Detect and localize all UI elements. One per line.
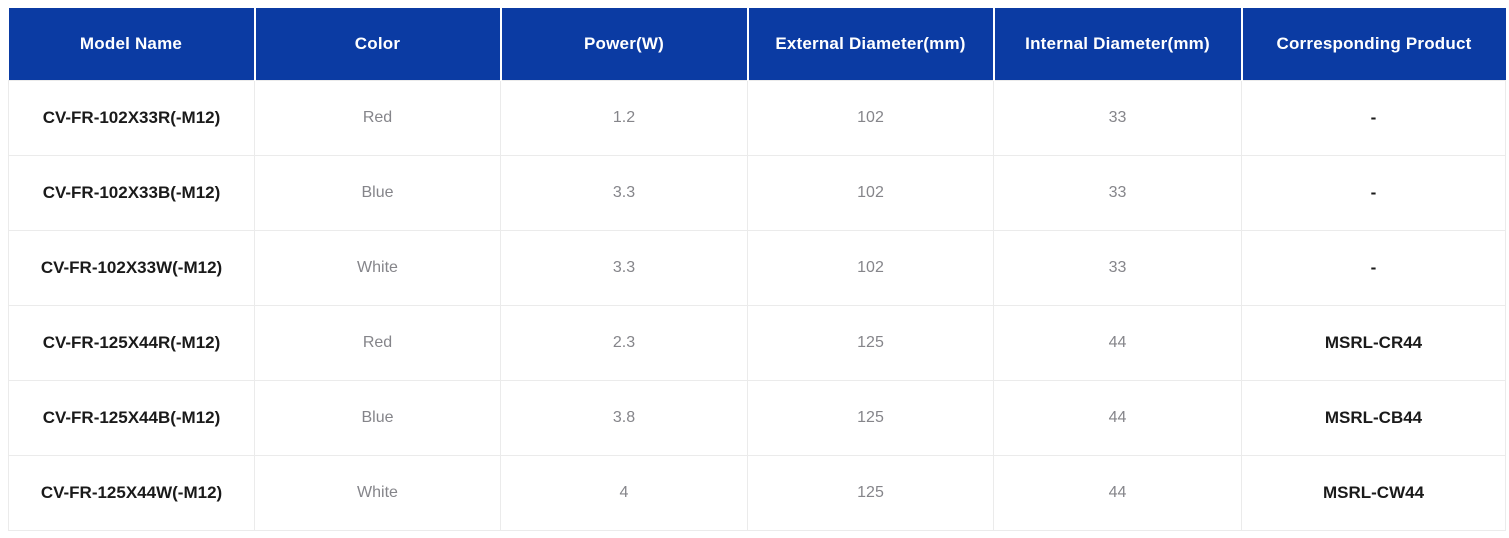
cell-model-name: CV-FR-102X33B(-M12)	[8, 154, 255, 231]
table-row: CV-FR-102X33W(-M12) White 3.3 102 33-	[8, 229, 1506, 306]
cell-power: 4	[500, 454, 748, 531]
cell-external-diameter: 125	[747, 454, 994, 531]
table-row: CV-FR-102X33B(-M12) Blue 3.3 102 33-	[8, 154, 1506, 231]
table-row: CV-FR-125X44R(-M12) Red 2.3 125 44 MSRL-CR44	[8, 304, 1506, 381]
cell-color: Blue	[254, 154, 501, 231]
cell-corresponding-product: -	[1241, 229, 1506, 306]
cell-model-name: CV-FR-125X44B(-M12)	[8, 379, 255, 456]
cell-internal-diameter: 33	[993, 154, 1242, 231]
cell-color: Blue	[254, 379, 501, 456]
header-row: Model Name Color Power(W) External Diameter…	[8, 8, 1506, 80]
cell-corresponding-product: MSRL-CB44	[1241, 379, 1506, 456]
cell-model-name: CV-FR-102X33W(-M12)	[8, 229, 255, 306]
column-header-color: Color	[254, 8, 502, 80]
cell-power: 3.8	[500, 379, 748, 456]
cell-color: Red	[254, 304, 501, 381]
cell-internal-diameter: 33	[993, 229, 1242, 306]
cell-power: 1.2	[500, 79, 748, 156]
table-row: CV-FR-102X33R(-M12) Red 1.2 102 33-	[8, 79, 1506, 156]
cell-external-diameter: 125	[747, 379, 994, 456]
table-row: CV-FR-125X44W(-M12) White 4 125 44 MSRL-CW44	[8, 454, 1506, 531]
column-header-corresponding-product: Corresponding Product	[1241, 8, 1506, 80]
cell-corresponding-product: -	[1241, 79, 1506, 156]
table-row: CV-FR-125X44B(-M12) Blue 3.8 125 44 MSRL-CB44	[8, 379, 1506, 456]
cell-corresponding-product: -	[1241, 154, 1506, 231]
column-header-power: Power(W)	[500, 8, 749, 80]
table-body: CV-FR-102X33R(-M12) Red 1.2 102 33- CV-FR-102…	[8, 79, 1506, 531]
cell-model-name: CV-FR-102X33R(-M12)	[8, 79, 255, 156]
column-header-internal-diameter: Internal Diameter(mm)	[993, 8, 1243, 80]
cell-color: White	[254, 229, 501, 306]
cell-color: Red	[254, 79, 501, 156]
cell-external-diameter: 125	[747, 304, 994, 381]
cell-internal-diameter: 33	[993, 79, 1242, 156]
cell-corresponding-product: MSRL-CW44	[1241, 454, 1506, 531]
table-header: Model Name Color Power(W) External Diameter…	[8, 8, 1506, 80]
product-spec-table: Model Name Color Power(W) External Diameter…	[8, 8, 1506, 531]
column-header-model-name: Model Name	[8, 8, 256, 80]
cell-model-name: CV-FR-125X44W(-M12)	[8, 454, 255, 531]
cell-power: 3.3	[500, 154, 748, 231]
cell-power: 3.3	[500, 229, 748, 306]
column-header-external-diameter: External Diameter(mm)	[747, 8, 995, 80]
cell-external-diameter: 102	[747, 229, 994, 306]
cell-internal-diameter: 44	[993, 379, 1242, 456]
cell-color: White	[254, 454, 501, 531]
cell-internal-diameter: 44	[993, 304, 1242, 381]
cell-power: 2.3	[500, 304, 748, 381]
cell-model-name: CV-FR-125X44R(-M12)	[8, 304, 255, 381]
cell-external-diameter: 102	[747, 154, 994, 231]
cell-internal-diameter: 44	[993, 454, 1242, 531]
cell-corresponding-product: MSRL-CR44	[1241, 304, 1506, 381]
cell-external-diameter: 102	[747, 79, 994, 156]
